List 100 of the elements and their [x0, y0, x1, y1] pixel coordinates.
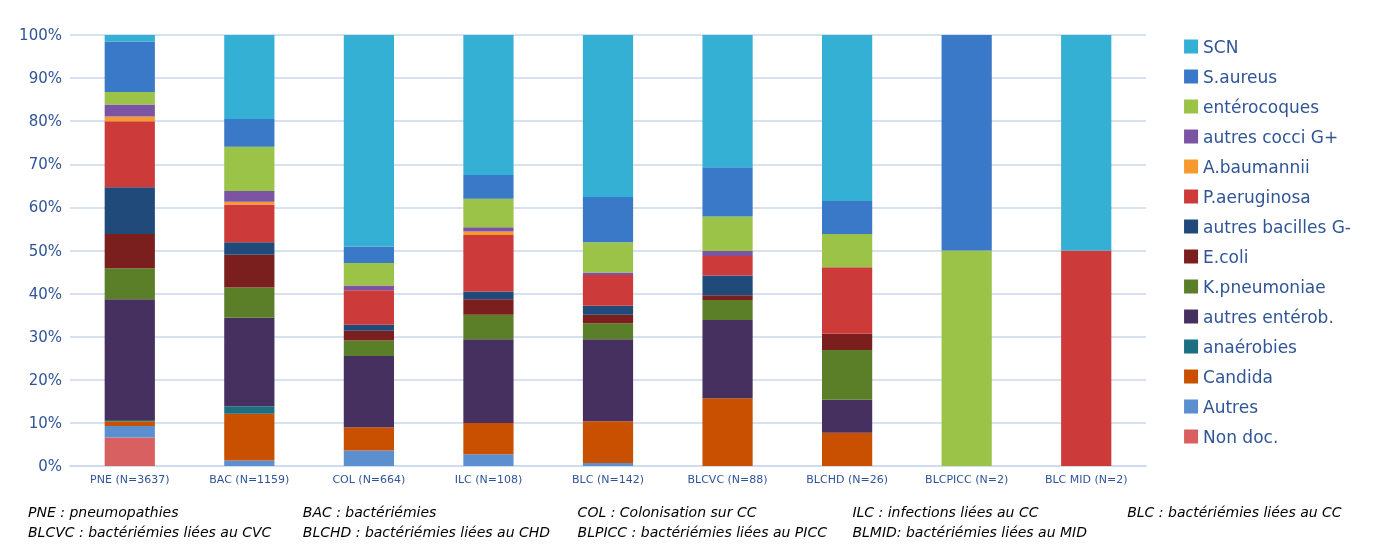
bar: [702, 35, 753, 168]
bar: [343, 330, 394, 341]
bar: [582, 197, 634, 243]
x-tick-label: BAC (N=1159): [209, 473, 290, 486]
bar: [224, 119, 275, 147]
y-tick-label: 0%: [38, 457, 62, 475]
y-tick-label: 70%: [28, 155, 62, 174]
legend-label: Non doc.: [1203, 426, 1279, 447]
bar: [224, 460, 275, 466]
bar: [582, 305, 634, 315]
bar: [702, 300, 753, 320]
x-tick-label: BLCVC (N=88): [687, 473, 768, 486]
legend-label: Autres: [1203, 396, 1259, 417]
bar: [822, 267, 873, 334]
bar: [582, 339, 634, 422]
legend-label: K.pneumoniae: [1203, 276, 1326, 297]
bar: [343, 290, 394, 325]
bar: [941, 250, 992, 466]
bar: [343, 263, 394, 286]
text: ILC : infections liées au CC: [852, 504, 1039, 520]
x-tick-label: PNE (N=3637): [90, 473, 170, 486]
x-tick-label: ILC (N=108): [454, 473, 523, 486]
text: BLCHD : bactériémies liées au CHD: [302, 524, 551, 540]
bar: [104, 41, 155, 92]
bar: [582, 242, 634, 273]
bar: [941, 35, 992, 251]
bar: [104, 116, 155, 122]
bar: [104, 187, 155, 235]
bar: [1061, 250, 1112, 466]
x-tick-label: BLCPICC (N=2): [925, 473, 1009, 486]
bar: [822, 399, 873, 433]
bar: [224, 254, 275, 288]
bar: [343, 340, 394, 357]
bar: [702, 275, 753, 296]
bar: [224, 406, 275, 414]
bar: [104, 91, 155, 105]
bar: [224, 242, 275, 255]
bar: [463, 291, 514, 300]
bar: [224, 317, 275, 407]
bar: [702, 167, 753, 217]
bar: [582, 35, 634, 198]
legend-label: P.aeruginosa: [1203, 186, 1311, 207]
bar: [224, 146, 275, 192]
y-tick-label: 10%: [28, 413, 62, 432]
bar: [582, 275, 634, 306]
bar: [104, 437, 155, 466]
x-tick-label: BLC (N=142): [572, 473, 644, 486]
bar: [822, 432, 873, 466]
bar: [822, 234, 873, 268]
y-tick-label: 90%: [28, 69, 62, 88]
legend-label: A.baumannii: [1203, 156, 1310, 177]
bar: [702, 256, 753, 276]
bar: [582, 462, 634, 466]
y-tick-label: 20%: [28, 370, 62, 389]
bar: [582, 272, 634, 276]
legend-label: S.aureus: [1203, 66, 1278, 87]
y-tick-label: 80%: [28, 112, 62, 131]
bar: [104, 268, 155, 300]
bar: [702, 250, 753, 257]
legend-label: Candida: [1203, 366, 1273, 387]
bar: [104, 299, 155, 420]
bar: [104, 121, 155, 188]
bar: [463, 339, 514, 423]
bar: [343, 427, 394, 451]
y-tick-label: 100%: [19, 26, 62, 44]
bar: [822, 200, 873, 235]
bar: [463, 198, 514, 228]
text: BLC : bactériémies liées au CC: [1127, 504, 1342, 520]
bar: [702, 319, 753, 399]
bar: [463, 227, 514, 232]
bar: [463, 314, 514, 340]
legend-label: SCN: [1203, 36, 1239, 57]
bar: [104, 234, 155, 269]
bar: [104, 425, 155, 438]
bar: [224, 287, 275, 318]
bar: [702, 398, 753, 466]
bar: [343, 450, 394, 466]
legend-label: anaérobies: [1203, 336, 1298, 357]
bar: [104, 421, 155, 426]
legend-label: entérocoques: [1203, 96, 1320, 117]
bar: [343, 35, 394, 247]
bar: [104, 35, 155, 42]
x-tick-label: BLCHD (N=26): [806, 473, 888, 486]
bar: [343, 356, 394, 428]
bar: [224, 204, 275, 243]
bar: [463, 454, 514, 466]
bar: [463, 299, 514, 315]
bar: [463, 422, 514, 455]
x-tick-label: BLC MID (N=2): [1044, 473, 1128, 486]
text: COL : Colonisation sur CC: [577, 504, 757, 520]
bar: [343, 324, 394, 331]
bar: [702, 295, 753, 301]
bar: [822, 333, 873, 351]
bar: [224, 35, 275, 120]
legend-label: E.coli: [1203, 246, 1249, 267]
x-tick-label: COL (N=664): [332, 473, 406, 486]
legend-label: autres cocci G+: [1203, 126, 1339, 147]
bar: [582, 323, 634, 340]
y-tick-label: 30%: [28, 327, 62, 346]
bar: [582, 421, 634, 463]
